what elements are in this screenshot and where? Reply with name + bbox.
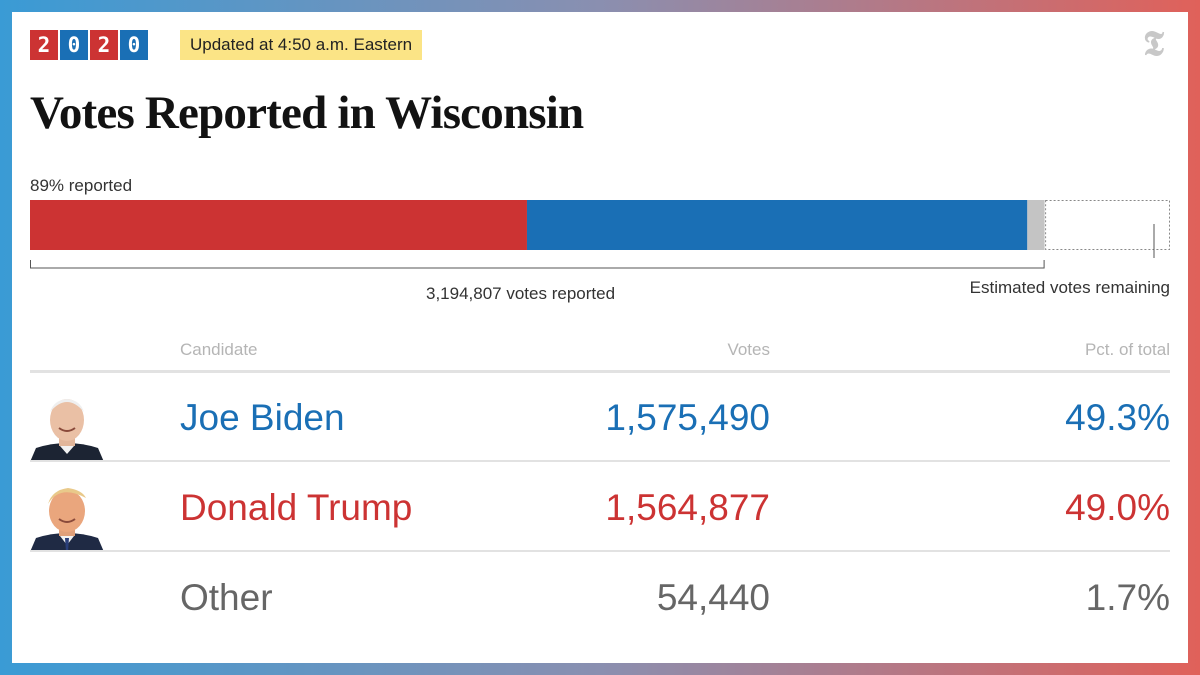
bar-segment: [1027, 200, 1045, 250]
nyt-logo-icon: 𝕿: [1143, 26, 1164, 63]
candidate-name: Donald Trump: [180, 487, 413, 528]
votes-remaining-label: Estimated votes remaining: [969, 278, 1170, 297]
page-title: Votes Reported in Wisconsin: [30, 87, 584, 139]
updated-badge: Updated at 4:50 a.m. Eastern: [180, 30, 423, 60]
remaining-votes-box: [1045, 200, 1170, 250]
row-divider: [30, 550, 1170, 552]
year-digit: 0: [60, 30, 88, 60]
candidate-name: Other: [180, 577, 273, 618]
column-header-candidate: Candidate: [180, 340, 258, 359]
reported-bracket: [30, 260, 1045, 269]
year-digit: 2: [30, 30, 58, 60]
avatar: [30, 478, 104, 552]
table-divider: [30, 370, 1170, 373]
candidate-votes: 1,564,877: [605, 487, 770, 528]
votes-bar-chart: [30, 200, 1170, 269]
year-digit: 0: [120, 30, 148, 60]
candidate-votes: 54,440: [656, 577, 770, 618]
results-card: 2 0 2 0 Updated at 4:50 a.m. Eastern 𝕿 V…: [12, 12, 1188, 663]
row-divider: [30, 460, 1170, 462]
avatar: [30, 388, 104, 462]
candidate-pct: 1.7%: [1085, 577, 1170, 618]
percent-reported-label: 89% reported: [30, 176, 133, 195]
column-header-votes: Votes: [727, 340, 770, 359]
candidate-name: Joe Biden: [180, 397, 345, 438]
candidate-votes: 1,575,490: [605, 397, 770, 438]
candidate-pct: 49.3%: [1065, 397, 1170, 438]
column-header-pct: Pct. of total: [1084, 340, 1170, 359]
bar-segment: [30, 200, 527, 250]
bar-segment: [526, 200, 1028, 250]
votes-reported-label: 3,194,807 votes reported: [426, 284, 616, 303]
year-logo: 2 0 2 0: [30, 30, 148, 60]
year-digit: 2: [90, 30, 118, 60]
candidate-pct: 49.0%: [1065, 487, 1170, 528]
